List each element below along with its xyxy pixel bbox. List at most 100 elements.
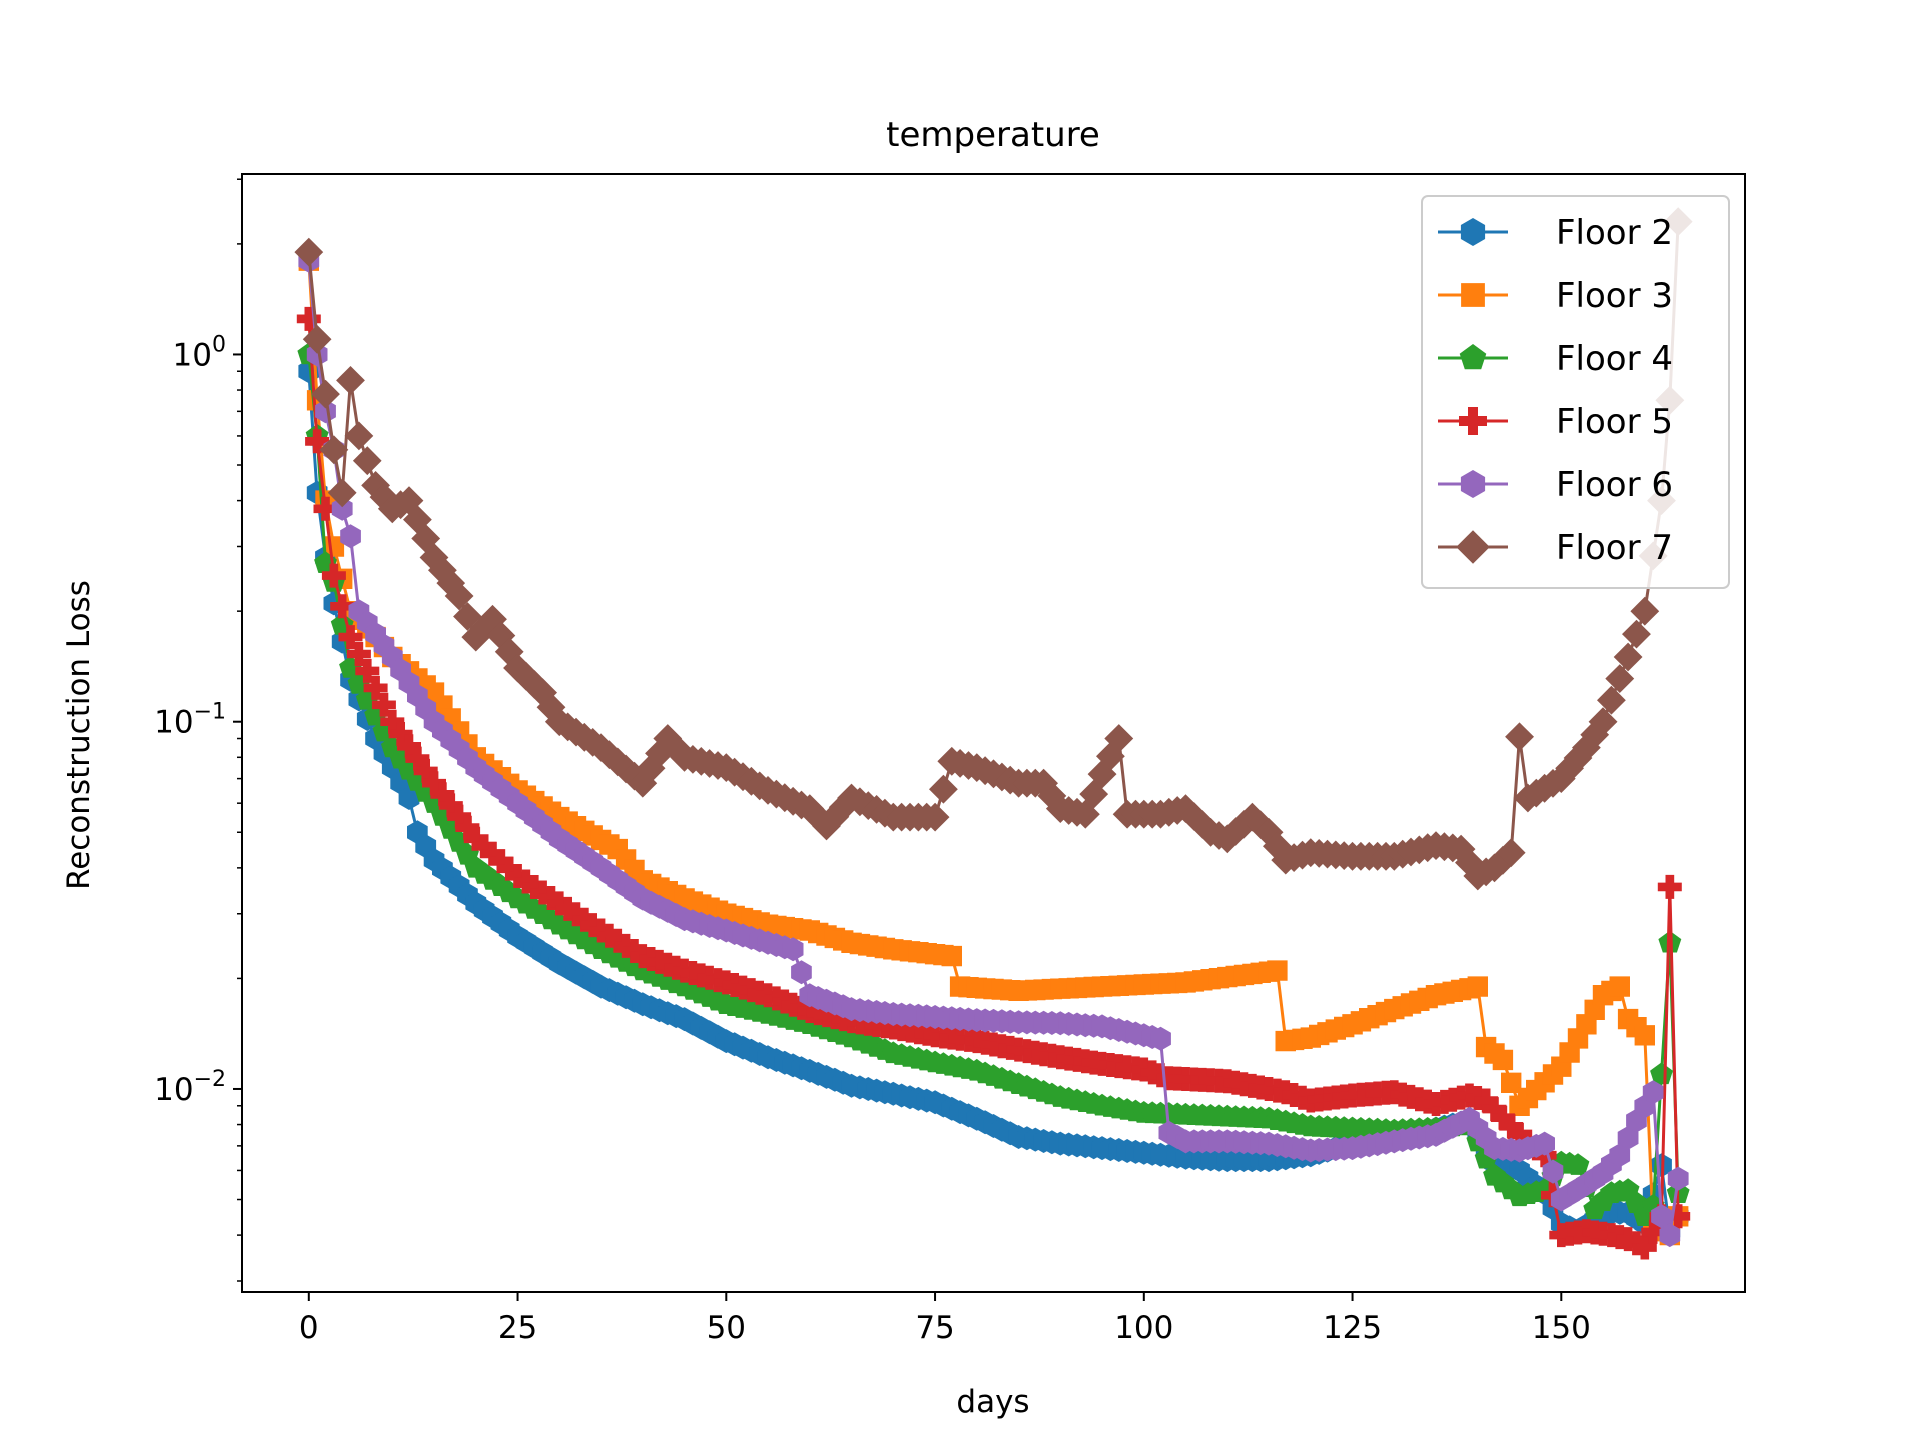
data-point [1221, 817, 1251, 846]
x-axis-label: days [956, 1384, 1029, 1420]
data-point [1263, 831, 1292, 861]
legend-marker [1461, 283, 1485, 307]
data-point [1613, 642, 1643, 672]
data-point [336, 366, 365, 395]
data-point [311, 379, 340, 409]
data-point [589, 918, 613, 943]
y-tick-label: 100 [173, 332, 226, 373]
data-point [413, 758, 438, 783]
legend-label: Floor 4 [1556, 339, 1673, 379]
data-point [1482, 1097, 1507, 1122]
data-point [355, 658, 380, 683]
x-tick-label: 125 [1323, 1310, 1382, 1346]
data-point [1474, 1088, 1499, 1113]
data-point [331, 496, 353, 521]
data-point [1651, 1204, 1672, 1229]
data-point [1029, 768, 1058, 798]
data-point [622, 939, 647, 963]
data-point [605, 928, 630, 953]
data-point [1267, 960, 1288, 981]
data-point [539, 886, 563, 910]
data-point [363, 675, 388, 700]
legend: Floor 2 Floor 3 Floor 4 Floor 5 Floor 6 Floor… [1421, 195, 1730, 589]
data-point [636, 753, 666, 783]
legend-marker [1459, 407, 1487, 435]
data-point [321, 563, 346, 588]
data-point [453, 602, 482, 631]
y-tick-label: 10−1 [154, 700, 226, 741]
data-point [405, 746, 430, 771]
plot-frame [241, 173, 1746, 1293]
data-point [564, 902, 588, 927]
data-point [1642, 1080, 1664, 1105]
legend-label: Floor 7 [1556, 528, 1673, 568]
data-point [469, 613, 499, 643]
data-point [497, 856, 522, 881]
data-point [1254, 817, 1284, 847]
data-point [296, 306, 321, 331]
data-point [1622, 619, 1651, 649]
data-point [344, 421, 374, 451]
data-point [1171, 794, 1200, 823]
data-point [1079, 779, 1109, 809]
data-point [1650, 1062, 1673, 1085]
data-point [398, 786, 420, 810]
legend-marker [1460, 218, 1486, 246]
data-point [1179, 802, 1209, 831]
chart-title: temperature [886, 115, 1100, 155]
x-tick-label: 75 [915, 1310, 954, 1346]
data-point [1566, 1153, 1590, 1175]
data-point [1555, 753, 1584, 783]
data-point [430, 782, 455, 807]
data-point [346, 642, 371, 666]
data-point [315, 399, 336, 424]
series-2 [298, 250, 1689, 1246]
data-point [369, 482, 399, 512]
data-point [388, 722, 413, 746]
legend-marker [1459, 344, 1487, 370]
data-point [463, 826, 488, 851]
data-point [1632, 1235, 1657, 1260]
legend-marker [1460, 470, 1486, 498]
series-3 [297, 342, 1690, 1226]
data-point [1070, 799, 1100, 829]
data-point [941, 945, 962, 967]
data-point [478, 604, 507, 634]
legend-label: Floor 2 [1556, 213, 1673, 253]
data-point [1238, 802, 1267, 832]
data-point [1657, 874, 1682, 899]
series-4 [296, 306, 1691, 1260]
data-point [555, 896, 580, 921]
legend-item: Floor 7 [1438, 528, 1673, 568]
data-point [480, 841, 505, 866]
data-point [1037, 781, 1067, 811]
data-point [1641, 1219, 1666, 1244]
data-point [438, 793, 463, 818]
data-point [1588, 707, 1618, 737]
data-point [1609, 1143, 1631, 1168]
data-point [1488, 845, 1518, 875]
data-point [1104, 724, 1134, 753]
legend-item: Floor 2 [1438, 213, 1673, 253]
data-point [572, 907, 597, 932]
data-point [1246, 810, 1276, 840]
data-point [1597, 685, 1626, 715]
legend-item: Floor 4 [1438, 339, 1673, 379]
legend-label: Floor 3 [1556, 276, 1673, 316]
data-point [929, 774, 958, 804]
data-point [419, 543, 449, 572]
data-point [522, 875, 547, 899]
data-point [1490, 1105, 1515, 1130]
data-point [327, 478, 357, 508]
data-point [305, 429, 330, 454]
series-layer [294, 207, 1693, 1260]
data-point [488, 849, 513, 874]
data-point [1534, 1131, 1555, 1156]
data-point [302, 324, 332, 354]
x-tick-label: 150 [1532, 1310, 1591, 1346]
data-point [1667, 1166, 1689, 1191]
data-point [782, 937, 804, 962]
data-point [1609, 976, 1630, 997]
